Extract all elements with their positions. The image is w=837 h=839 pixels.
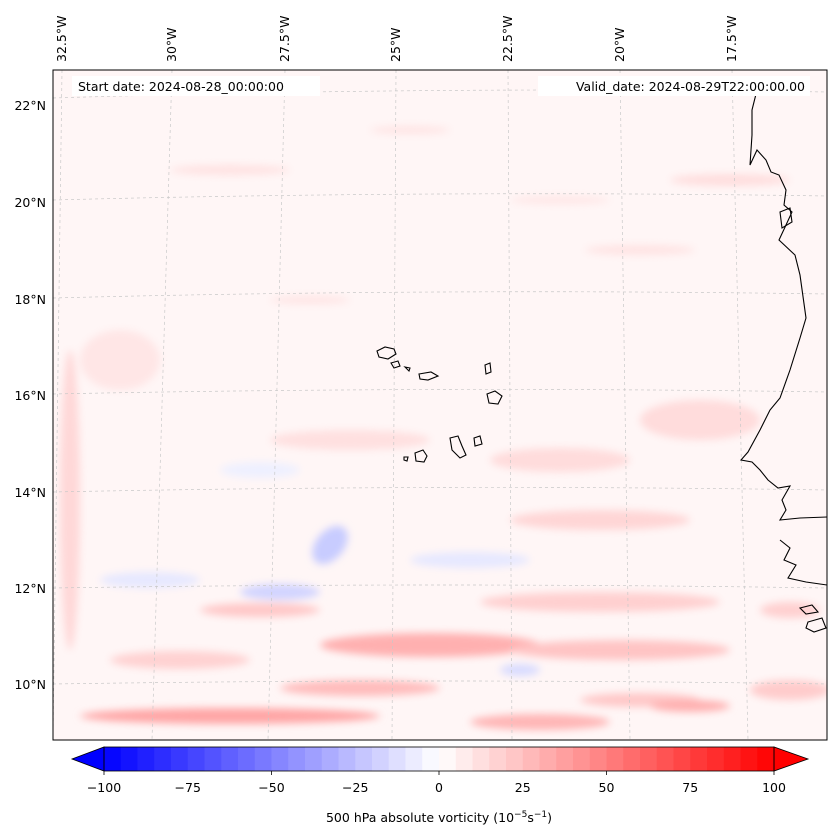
colorbar-cell: [606, 747, 624, 771]
colorbar-cell: [321, 747, 339, 771]
island-santa-luzia: [403, 366, 411, 373]
colorbar-cell: [154, 747, 172, 771]
colorbar-cell: [422, 747, 440, 771]
colorbar-cell: [656, 747, 674, 771]
colorbar-cell: [439, 747, 457, 771]
map-frame: [52, 69, 828, 741]
island-sao-vicente: [390, 360, 401, 369]
colorbar-title: 500 hPa absolute vorticity (10−5s−1): [326, 810, 552, 825]
colorbar-cell: [288, 747, 306, 771]
cbar-tick-neg25: −25: [342, 780, 368, 795]
start-date-box: [72, 76, 320, 96]
colorbar-cell: [120, 747, 138, 771]
colorbar-cell: [757, 747, 775, 771]
lon-label-30w: 30°W: [164, 27, 179, 62]
island-santo-antao: [376, 346, 397, 360]
colorbar-cell: [104, 747, 122, 771]
colorbar-cell: [455, 747, 473, 771]
colorbar-cell: [623, 747, 641, 771]
colorbar-extend-min: [70, 746, 105, 772]
longitude-labels: 32.5°W 30°W 27.5°W 25°W 22.5°W 20°W 17.5…: [54, 16, 739, 62]
colorbar-cell: [573, 747, 591, 771]
colorbar-cell: [187, 747, 205, 771]
lon-label-27-5w: 27.5°W: [277, 16, 292, 62]
colorbar-cell: [372, 747, 390, 771]
cbar-tick-50: 50: [599, 780, 615, 795]
colorbar-cell: [522, 747, 540, 771]
colorbar-cell: [673, 747, 691, 771]
colorbar-cell: [204, 747, 222, 771]
valid-date-label: Valid_date: 2024-08-29T22:00:00.00: [576, 79, 805, 94]
colorbar-cell: [640, 747, 658, 771]
cbar-tick-25: 25: [515, 780, 531, 795]
lon-label-20w: 20°W: [612, 27, 627, 62]
lat-label-18n: 18°N: [14, 292, 46, 307]
cbar-tick-neg100: −100: [87, 780, 121, 795]
coastlines: [376, 89, 827, 633]
colorbar-cell: [221, 747, 239, 771]
island-brava: [403, 456, 409, 462]
african-coastline: [739, 89, 827, 521]
vorticity-field: [60, 126, 827, 730]
cbar-tick-75: 75: [682, 780, 698, 795]
island-fogo: [414, 449, 428, 463]
island-boa-vista: [486, 390, 503, 405]
colorbar-cell: [506, 747, 524, 771]
island-sal: [484, 362, 492, 375]
colorbar-cell: [271, 747, 289, 771]
colorbar-cell: [405, 747, 423, 771]
colorbar-cell: [707, 747, 725, 771]
valid-date-box: [538, 76, 810, 96]
african-coast-south: [779, 539, 827, 586]
colorbar-cell: [556, 747, 574, 771]
map-panel: Start date: 2024-08-28_00:00:00 Valid_da…: [52, 69, 828, 741]
island-santiago: [449, 435, 467, 459]
colorbar-cell: [305, 747, 323, 771]
lat-label-14n: 14°N: [14, 485, 46, 500]
colorbar-cell: [338, 747, 356, 771]
cbar-tick-neg75: −75: [175, 780, 201, 795]
lat-label-12n: 12°N: [14, 581, 46, 596]
colorbar-cell: [472, 747, 490, 771]
colorbar-cell: [539, 747, 557, 771]
colorbar-extend-max: [773, 746, 810, 772]
lon-label-25w: 25°W: [388, 27, 403, 62]
lat-label-22n: 22°N: [14, 98, 46, 113]
colorbar-cell: [489, 747, 507, 771]
lat-label-20n: 20°N: [14, 195, 46, 210]
island-maio: [473, 435, 483, 447]
cbar-tick-neg50: −50: [258, 780, 284, 795]
cbar-tick-0: 0: [435, 780, 443, 795]
colorbar-cell: [589, 747, 607, 771]
lon-label-17-5w: 17.5°W: [724, 16, 739, 62]
lon-label-32-5w: 32.5°W: [54, 16, 69, 62]
latitude-labels: 22°N 20°N 18°N 16°N 14°N 12°N 10°N: [14, 98, 46, 692]
colorbar-cell: [137, 747, 155, 771]
lat-label-10n: 10°N: [14, 677, 46, 692]
lon-label-22-5w: 22.5°W: [500, 16, 515, 62]
start-date-label: Start date: 2024-08-28_00:00:00: [78, 79, 284, 94]
lat-label-16n: 16°N: [14, 388, 46, 403]
colorbar: −100 −75 −50 −25 0 25 50 75 100 500 hPa …: [70, 746, 810, 825]
colorbar-cells: [104, 747, 775, 771]
gridlines: [53, 70, 827, 740]
colorbar-cell: [254, 747, 272, 771]
colorbar-cell: [723, 747, 741, 771]
colorbar-cell: [238, 747, 256, 771]
colorbar-cell: [171, 747, 189, 771]
colorbar-cell: [355, 747, 373, 771]
colorbar-cell: [690, 747, 708, 771]
colorbar-cell: [740, 747, 758, 771]
island-sao-nicolau: [418, 371, 440, 381]
colorbar-cell: [388, 747, 406, 771]
colorbar-ticks: [103, 771, 775, 775]
cbar-tick-100: 100: [762, 780, 786, 795]
